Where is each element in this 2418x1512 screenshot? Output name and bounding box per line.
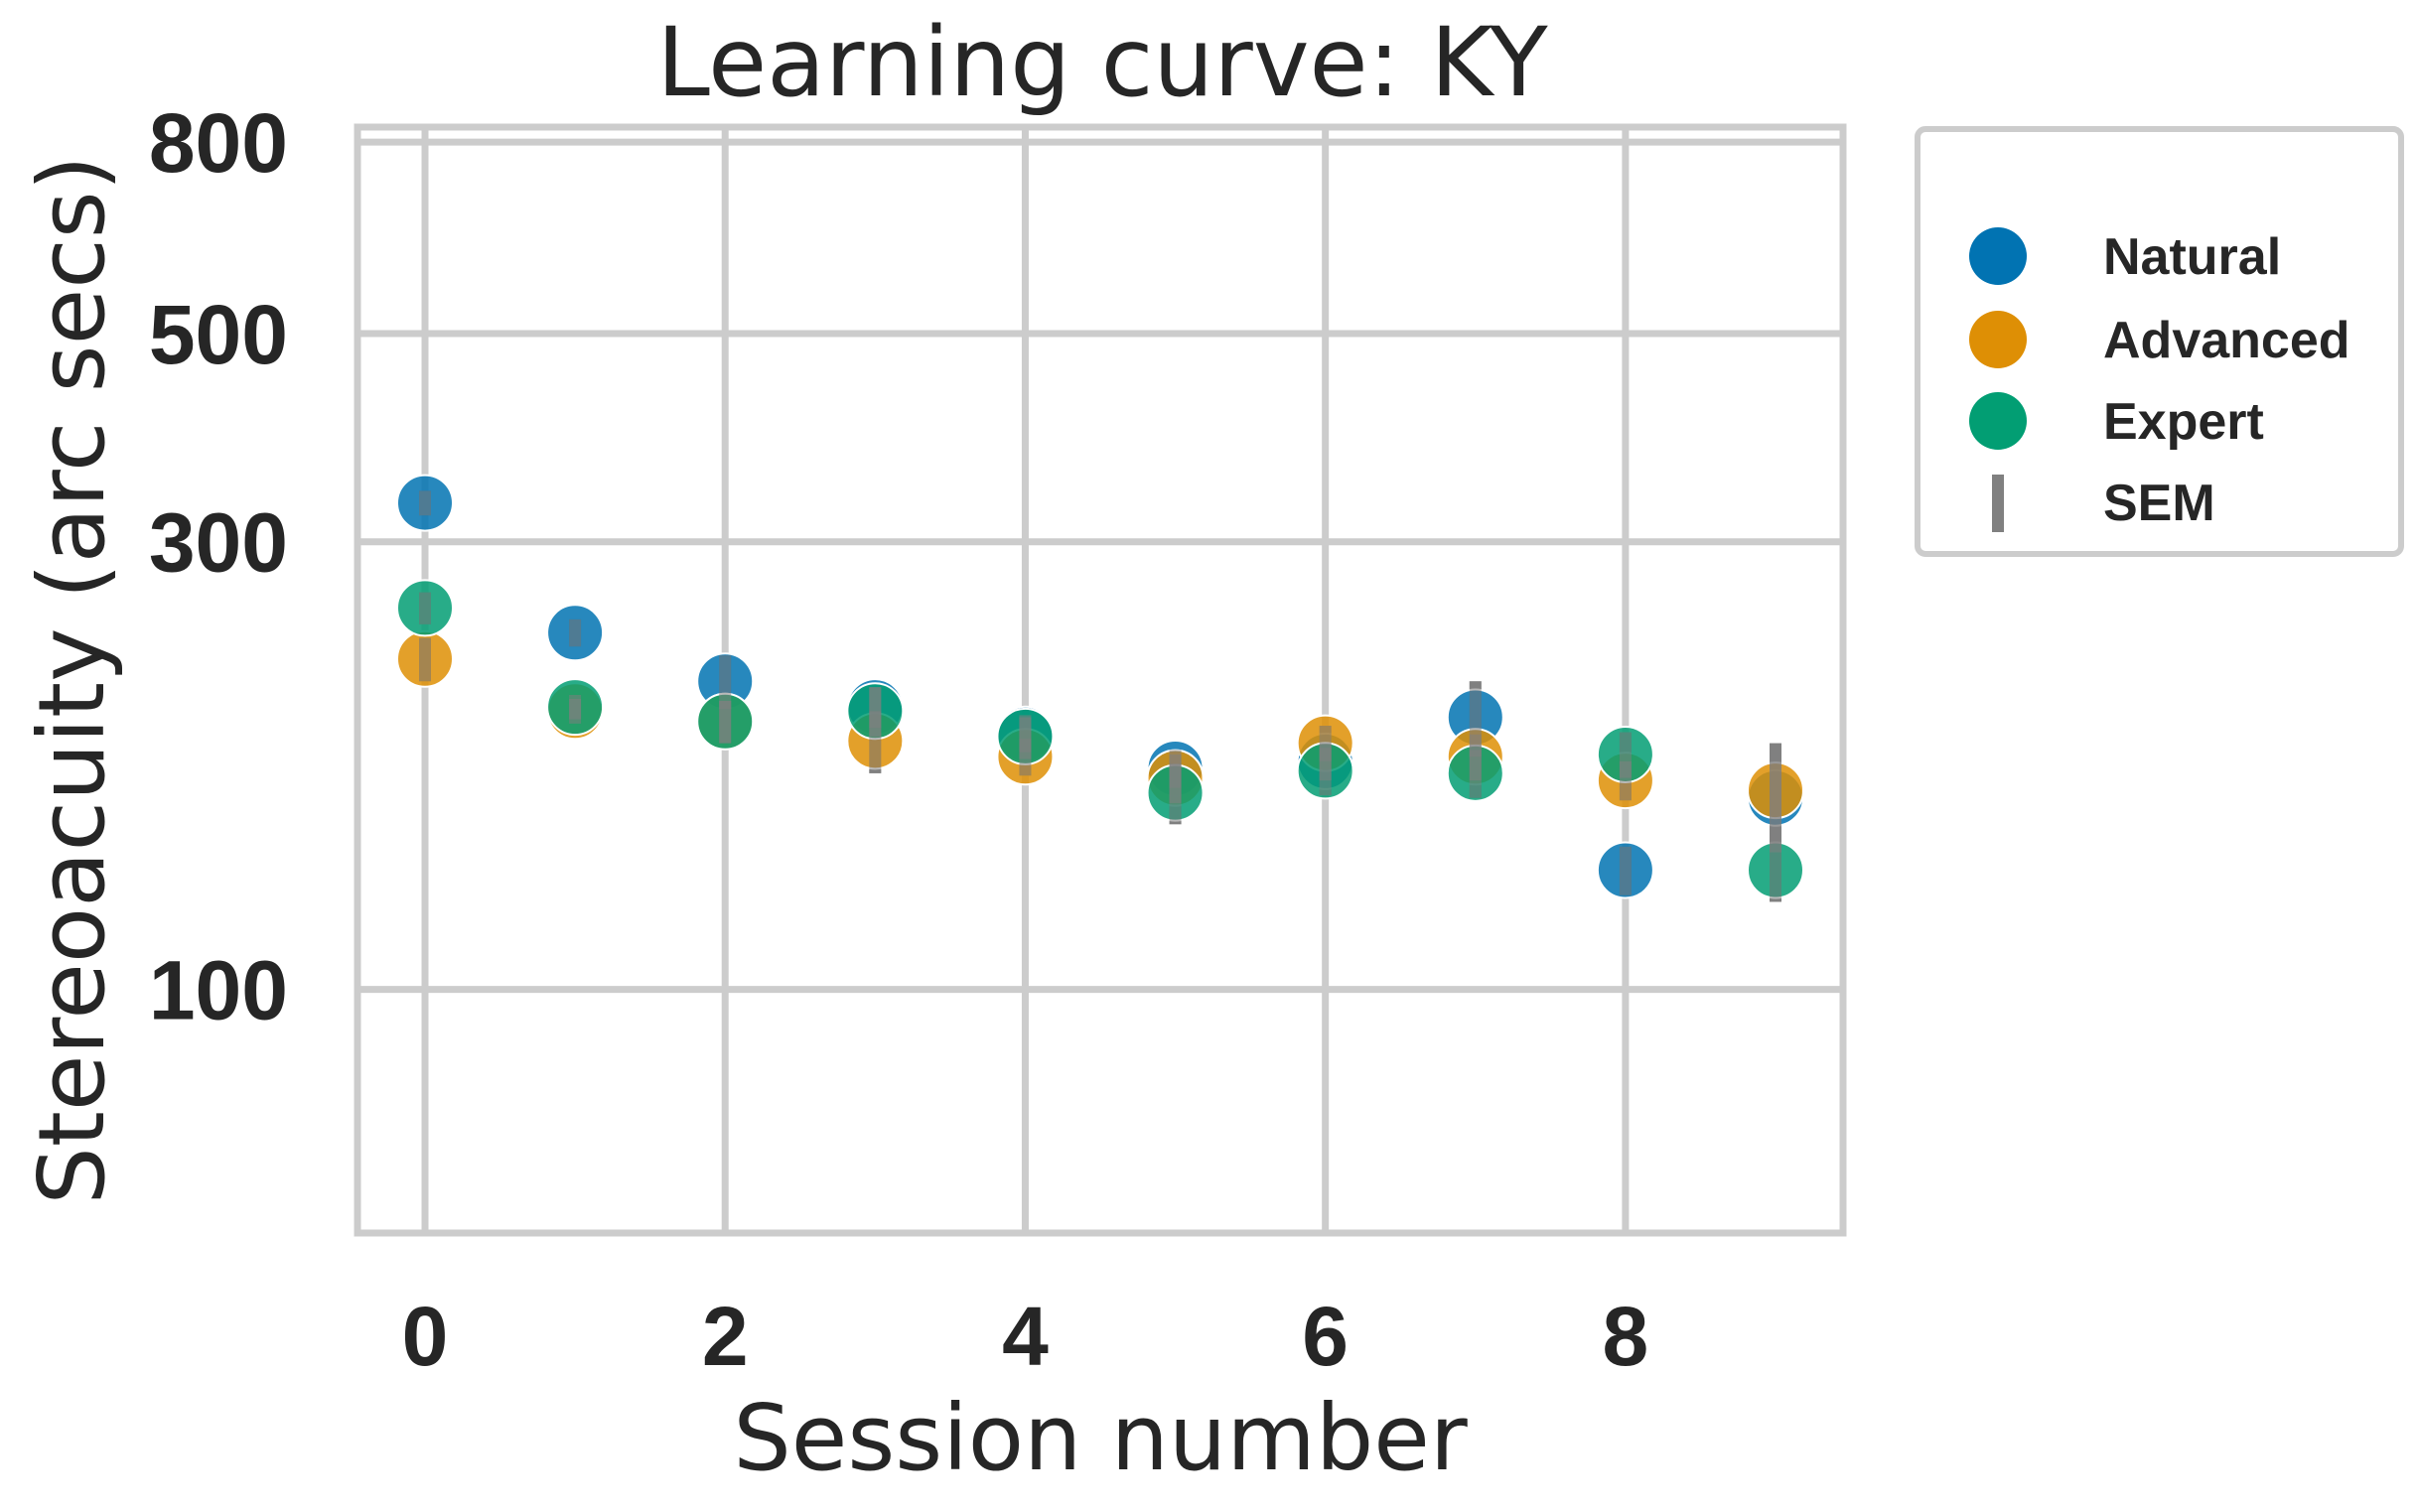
legend-label-expert: Expert	[2103, 393, 2264, 451]
legend-box	[1915, 126, 2404, 557]
legend-label-sem: SEM	[2103, 475, 2215, 532]
x-tick-label: 2	[702, 1290, 749, 1383]
x-tick-label: 8	[1603, 1290, 1649, 1383]
error-bars	[419, 490, 1781, 902]
y-tick-labels: 100 300 500 800	[149, 96, 288, 1037]
plot-frame	[354, 123, 1847, 1237]
error-bars-overlay	[419, 490, 1781, 902]
x-axis-label: Session number	[733, 1385, 1468, 1491]
chart-title: Learning curve: KY	[656, 7, 1548, 118]
y-axis-label: Stereoacuity (arc secs)	[19, 155, 125, 1204]
legend: Natural Advanced Expert SEM	[1915, 126, 2404, 557]
y-tick-label: 100	[149, 944, 288, 1037]
legend-marker-advanced	[1969, 311, 2027, 368]
x-tick-labels: 0 2 4 6 8	[402, 1290, 1649, 1383]
legend-label-advanced: Advanced	[2103, 312, 2350, 369]
x-tick-label: 0	[402, 1290, 449, 1383]
x-tick-label: 4	[1002, 1290, 1049, 1383]
legend-marker-natural	[1969, 227, 2027, 285]
y-tick-label: 800	[149, 96, 288, 190]
grid	[357, 127, 1843, 1233]
legend-marker-expert	[1969, 392, 2027, 450]
y-tick-label: 500	[149, 288, 288, 381]
legend-label-natural: Natural	[2103, 228, 2281, 286]
y-tick-label: 300	[149, 496, 288, 590]
x-tick-label: 6	[1302, 1290, 1349, 1383]
